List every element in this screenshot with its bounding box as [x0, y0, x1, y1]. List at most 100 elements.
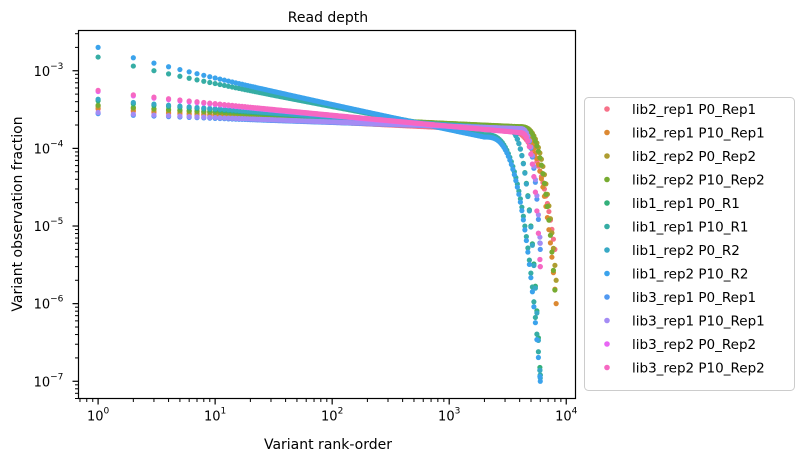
data-point [528, 275, 534, 281]
legend-label: lib2_rep1 P10_Rep1 [632, 126, 765, 142]
data-point [217, 76, 223, 82]
data-point [508, 161, 514, 168]
data-point [177, 97, 183, 103]
data-point [529, 242, 535, 248]
data-point [514, 184, 520, 190]
data-point [537, 264, 543, 270]
data-point [186, 69, 192, 75]
x-tick-label: 104 [555, 407, 578, 425]
data-point [526, 261, 532, 268]
data-point [526, 208, 532, 214]
data-point [95, 54, 101, 60]
data-point [95, 44, 101, 50]
series-points [95, 98, 543, 378]
data-point [95, 109, 101, 116]
legend-label: lib1_rep1 P10_R1 [632, 220, 748, 236]
data-point [516, 141, 522, 147]
chart-title: Read depth [288, 10, 368, 26]
data-point [151, 112, 157, 118]
data-point [151, 101, 157, 107]
data-point [186, 104, 192, 110]
data-point [165, 102, 172, 108]
legend-marker [604, 317, 610, 324]
data-point [535, 349, 542, 355]
data-point [546, 217, 552, 223]
data-point [151, 60, 157, 66]
data-point [207, 79, 213, 86]
data-point [535, 230, 542, 236]
data-point [177, 73, 183, 79]
data-point [130, 63, 136, 69]
data-point [537, 246, 543, 252]
x-tick-label: 100 [87, 407, 110, 425]
data-point [553, 301, 559, 307]
data-point [201, 72, 207, 78]
data-point [212, 106, 218, 112]
data-point [165, 71, 172, 77]
data-point [221, 106, 227, 113]
data-point [194, 104, 200, 111]
data-point [523, 234, 529, 240]
y-tick-label: 10−4 [34, 139, 64, 157]
data-point [207, 114, 213, 120]
y-tick-label: 10−3 [34, 62, 64, 80]
data-point [514, 136, 520, 142]
data-point [513, 178, 519, 184]
data-point [537, 378, 543, 384]
legend-marker [604, 200, 610, 206]
data-point [552, 262, 558, 268]
data-point [534, 331, 540, 337]
legend-marker [604, 106, 610, 112]
data-point [525, 138, 531, 144]
data-point [207, 74, 213, 80]
data-point [529, 161, 535, 167]
data-point [95, 96, 101, 102]
data-point [532, 314, 538, 321]
data-point [535, 148, 542, 154]
data-point [534, 208, 540, 214]
legend-marker [604, 223, 610, 230]
data-point [523, 181, 529, 187]
data-point [186, 113, 192, 120]
y-tick-label: 10−6 [34, 295, 64, 313]
data-point [523, 237, 529, 244]
series-points [95, 44, 543, 384]
data-point [130, 111, 136, 117]
data-point [532, 285, 538, 291]
data-point [165, 64, 172, 70]
data-point [511, 172, 517, 178]
series-points [95, 96, 543, 381]
legend-label: lib2_rep1 P0_Rep1 [632, 102, 756, 118]
legend-label: lib1_rep1 P0_R1 [632, 196, 740, 212]
data-point [538, 162, 545, 168]
data-point [537, 367, 543, 373]
data-point [544, 203, 551, 210]
legend-marker [604, 129, 610, 136]
data-point [201, 105, 207, 111]
data-point [528, 270, 534, 276]
data-point [526, 257, 532, 263]
data-point [519, 208, 525, 214]
data-point [95, 87, 101, 93]
data-point [507, 157, 513, 163]
data-point [95, 102, 101, 108]
data-point [538, 176, 545, 182]
legend-marker [604, 176, 610, 183]
data-point [151, 94, 157, 100]
data-point [522, 170, 528, 176]
data-point [550, 236, 557, 242]
legend-label: lib3_rep2 P10_Rep2 [632, 361, 765, 377]
data-point [201, 114, 207, 120]
data-point [535, 354, 542, 361]
legend-frame [584, 97, 795, 391]
legend-label: lib1_rep2 P10_R2 [632, 267, 748, 283]
data-point [552, 287, 558, 293]
data-point [540, 171, 546, 177]
data-point [130, 55, 136, 61]
data-point [537, 155, 543, 161]
data-point [526, 144, 532, 150]
legend-label: lib2_rep2 P0_Rep2 [632, 149, 756, 165]
data-point [516, 191, 522, 197]
data-point [546, 208, 552, 215]
